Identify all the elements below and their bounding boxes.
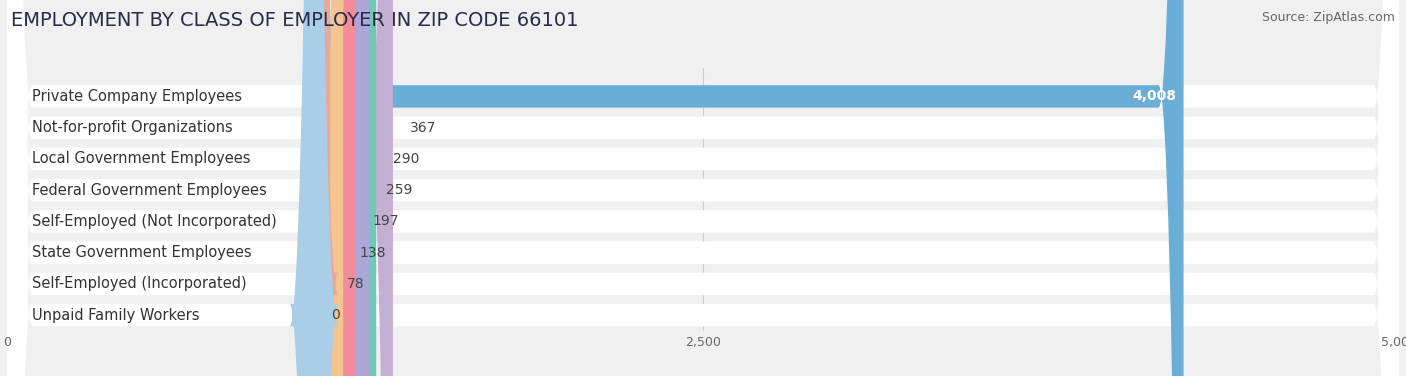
FancyBboxPatch shape — [7, 0, 1399, 376]
FancyBboxPatch shape — [314, 0, 370, 376]
Text: EMPLOYMENT BY CLASS OF EMPLOYER IN ZIP CODE 66101: EMPLOYMENT BY CLASS OF EMPLOYER IN ZIP C… — [11, 11, 579, 30]
FancyBboxPatch shape — [314, 0, 377, 376]
FancyBboxPatch shape — [290, 0, 339, 376]
FancyBboxPatch shape — [314, 0, 1184, 376]
Text: Unpaid Family Workers: Unpaid Family Workers — [31, 308, 200, 323]
Text: 197: 197 — [373, 214, 399, 228]
FancyBboxPatch shape — [7, 0, 1399, 376]
FancyBboxPatch shape — [305, 0, 339, 376]
FancyBboxPatch shape — [314, 0, 343, 376]
Text: 4,008: 4,008 — [1133, 89, 1177, 103]
Text: State Government Employees: State Government Employees — [31, 245, 252, 260]
Text: Self-Employed (Incorporated): Self-Employed (Incorporated) — [31, 276, 246, 291]
FancyBboxPatch shape — [7, 0, 1399, 376]
Text: 78: 78 — [347, 277, 364, 291]
Text: Not-for-profit Organizations: Not-for-profit Organizations — [31, 120, 232, 135]
Text: Private Company Employees: Private Company Employees — [31, 89, 242, 104]
Text: Self-Employed (Not Incorporated): Self-Employed (Not Incorporated) — [31, 214, 276, 229]
FancyBboxPatch shape — [7, 0, 1399, 376]
FancyBboxPatch shape — [7, 0, 1399, 376]
FancyBboxPatch shape — [314, 0, 356, 376]
FancyBboxPatch shape — [7, 0, 1399, 376]
Text: Local Government Employees: Local Government Employees — [31, 152, 250, 167]
Text: 367: 367 — [409, 121, 436, 135]
Text: 259: 259 — [387, 183, 412, 197]
FancyBboxPatch shape — [7, 0, 1399, 376]
Text: 0: 0 — [332, 308, 340, 322]
Text: 290: 290 — [392, 152, 419, 166]
Text: Federal Government Employees: Federal Government Employees — [31, 183, 266, 198]
Text: 138: 138 — [360, 246, 387, 260]
Text: Source: ZipAtlas.com: Source: ZipAtlas.com — [1261, 11, 1395, 24]
FancyBboxPatch shape — [314, 0, 392, 376]
FancyBboxPatch shape — [7, 0, 1399, 376]
